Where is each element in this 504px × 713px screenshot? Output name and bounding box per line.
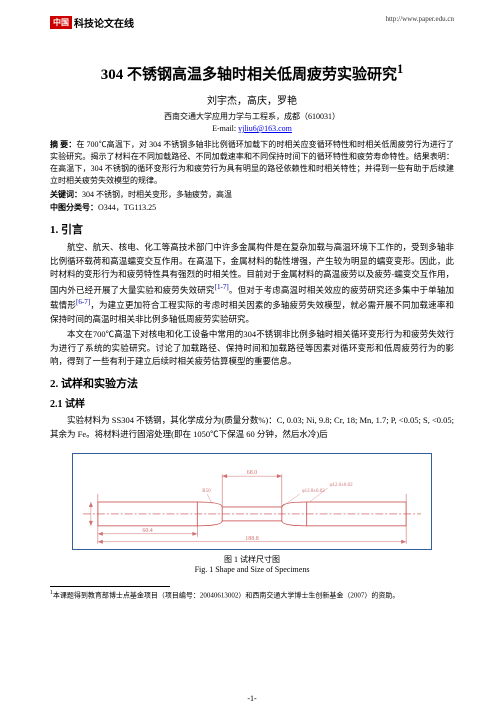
email-line: E-mail: yjliu6@163.com bbox=[50, 124, 454, 133]
dim-mid: 68.0 bbox=[247, 470, 257, 476]
section-2-1-heading: 2.1 试样 bbox=[50, 395, 454, 410]
title-text: 304 不锈钢高温多轴时相关低周疲劳实验研究 bbox=[101, 67, 397, 83]
section-1-heading: 1. 引言 bbox=[50, 221, 454, 237]
sec2-p1: 实验材料为 SS304 不锈钢，其化学成分为(质量分数%)：C, 0.03; N… bbox=[50, 414, 454, 441]
authors: 刘宇杰，高庆，罗艳 bbox=[50, 92, 454, 107]
affiliation: 西南交通大学应用力学与工程系，成都（610031） bbox=[50, 111, 454, 122]
dim-dia1: φ12.0±0.02 bbox=[302, 489, 326, 494]
keywords-label: 关键词： bbox=[50, 190, 82, 199]
section-2-heading: 2. 试样和实验方法 bbox=[50, 375, 454, 391]
sec1-p1c: ，为建立更加符合工程实际的考虑时相关因素的多轴疲劳失效模型，就必需开展不同加载速… bbox=[50, 300, 454, 324]
email-label: E-mail: bbox=[212, 124, 238, 133]
clc: 中图分类号：O344，TG113.25 bbox=[50, 202, 454, 213]
paper-title: 304 不锈钢高温多轴时相关低周疲劳实验研究1 bbox=[50, 62, 454, 84]
dim-r50: R50 bbox=[202, 489, 211, 494]
header-bar: 中国 科技论文在线 http://www.paper.edu.cn bbox=[50, 15, 454, 30]
citation-1: [1-7] bbox=[215, 283, 229, 291]
email-link[interactable]: yjliu6@163.com bbox=[238, 124, 292, 133]
dim-total: 188.8 bbox=[245, 536, 258, 542]
figure-caption-en: Fig. 1 Shape and Size of Specimens bbox=[50, 565, 454, 574]
footnote: 1本课题得到教育部博士点基金项目（项目编号：20040613002）和西南交通大… bbox=[50, 589, 454, 601]
page-number: -1- bbox=[0, 694, 504, 703]
abstract-label: 摘 要： bbox=[50, 140, 76, 149]
logo-prefix: 中国 bbox=[50, 16, 72, 29]
specimen-diagram: 188.8 60.4 68.0 φ12.0±0.02 φ12.0±0.02 R5… bbox=[73, 454, 431, 549]
figure-1: 188.8 60.4 68.0 φ12.0±0.02 φ12.0±0.02 R5… bbox=[72, 453, 432, 550]
dim-dia2: φ12.0±0.02 bbox=[330, 483, 354, 488]
header-url: http://www.paper.edu.cn bbox=[385, 15, 454, 30]
title-sup: 1 bbox=[397, 62, 403, 76]
citation-2: [6-7] bbox=[76, 298, 90, 306]
abstract-text: 在 700℃高温下，对 304 不锈钢多轴非比例循环加载下的时相关应变循环特性和… bbox=[50, 140, 454, 185]
sec1-p2: 本文在700℃高温下对核电和化工设备中常用的304不锈钢非比例多轴时相关循环变形… bbox=[50, 328, 454, 369]
abstract: 摘 要：在 700℃高温下，对 304 不锈钢多轴非比例循环加载下的时相关应变循… bbox=[50, 139, 454, 187]
keywords: 关键词：304 不锈钢，时相关变形，多轴疲劳，高温 bbox=[50, 189, 454, 200]
logo-area: 中国 科技论文在线 bbox=[50, 15, 134, 30]
clc-text: O344，TG113.25 bbox=[98, 203, 156, 212]
figure-caption: 图 1 试样尺寸图 Fig. 1 Shape and Size of Speci… bbox=[50, 554, 454, 574]
footnote-rule bbox=[50, 586, 170, 587]
keywords-text: 304 不锈钢，时相关变形，多轴疲劳，高温 bbox=[82, 190, 232, 199]
sec1-p1: 航空、航天、核电、化工等高技术部门中许多金属构件是在复杂加载与高温环境下工作的，… bbox=[50, 241, 454, 326]
figure-caption-cn: 图 1 试样尺寸图 bbox=[50, 554, 454, 565]
footnote-text: 本课题得到教育部博士点基金项目（项目编号：20040613002）和西南交通大学… bbox=[53, 592, 400, 600]
dim-grip: 60.4 bbox=[142, 528, 152, 534]
logo-text: 科技论文在线 bbox=[74, 15, 134, 30]
clc-label: 中图分类号： bbox=[50, 203, 98, 212]
